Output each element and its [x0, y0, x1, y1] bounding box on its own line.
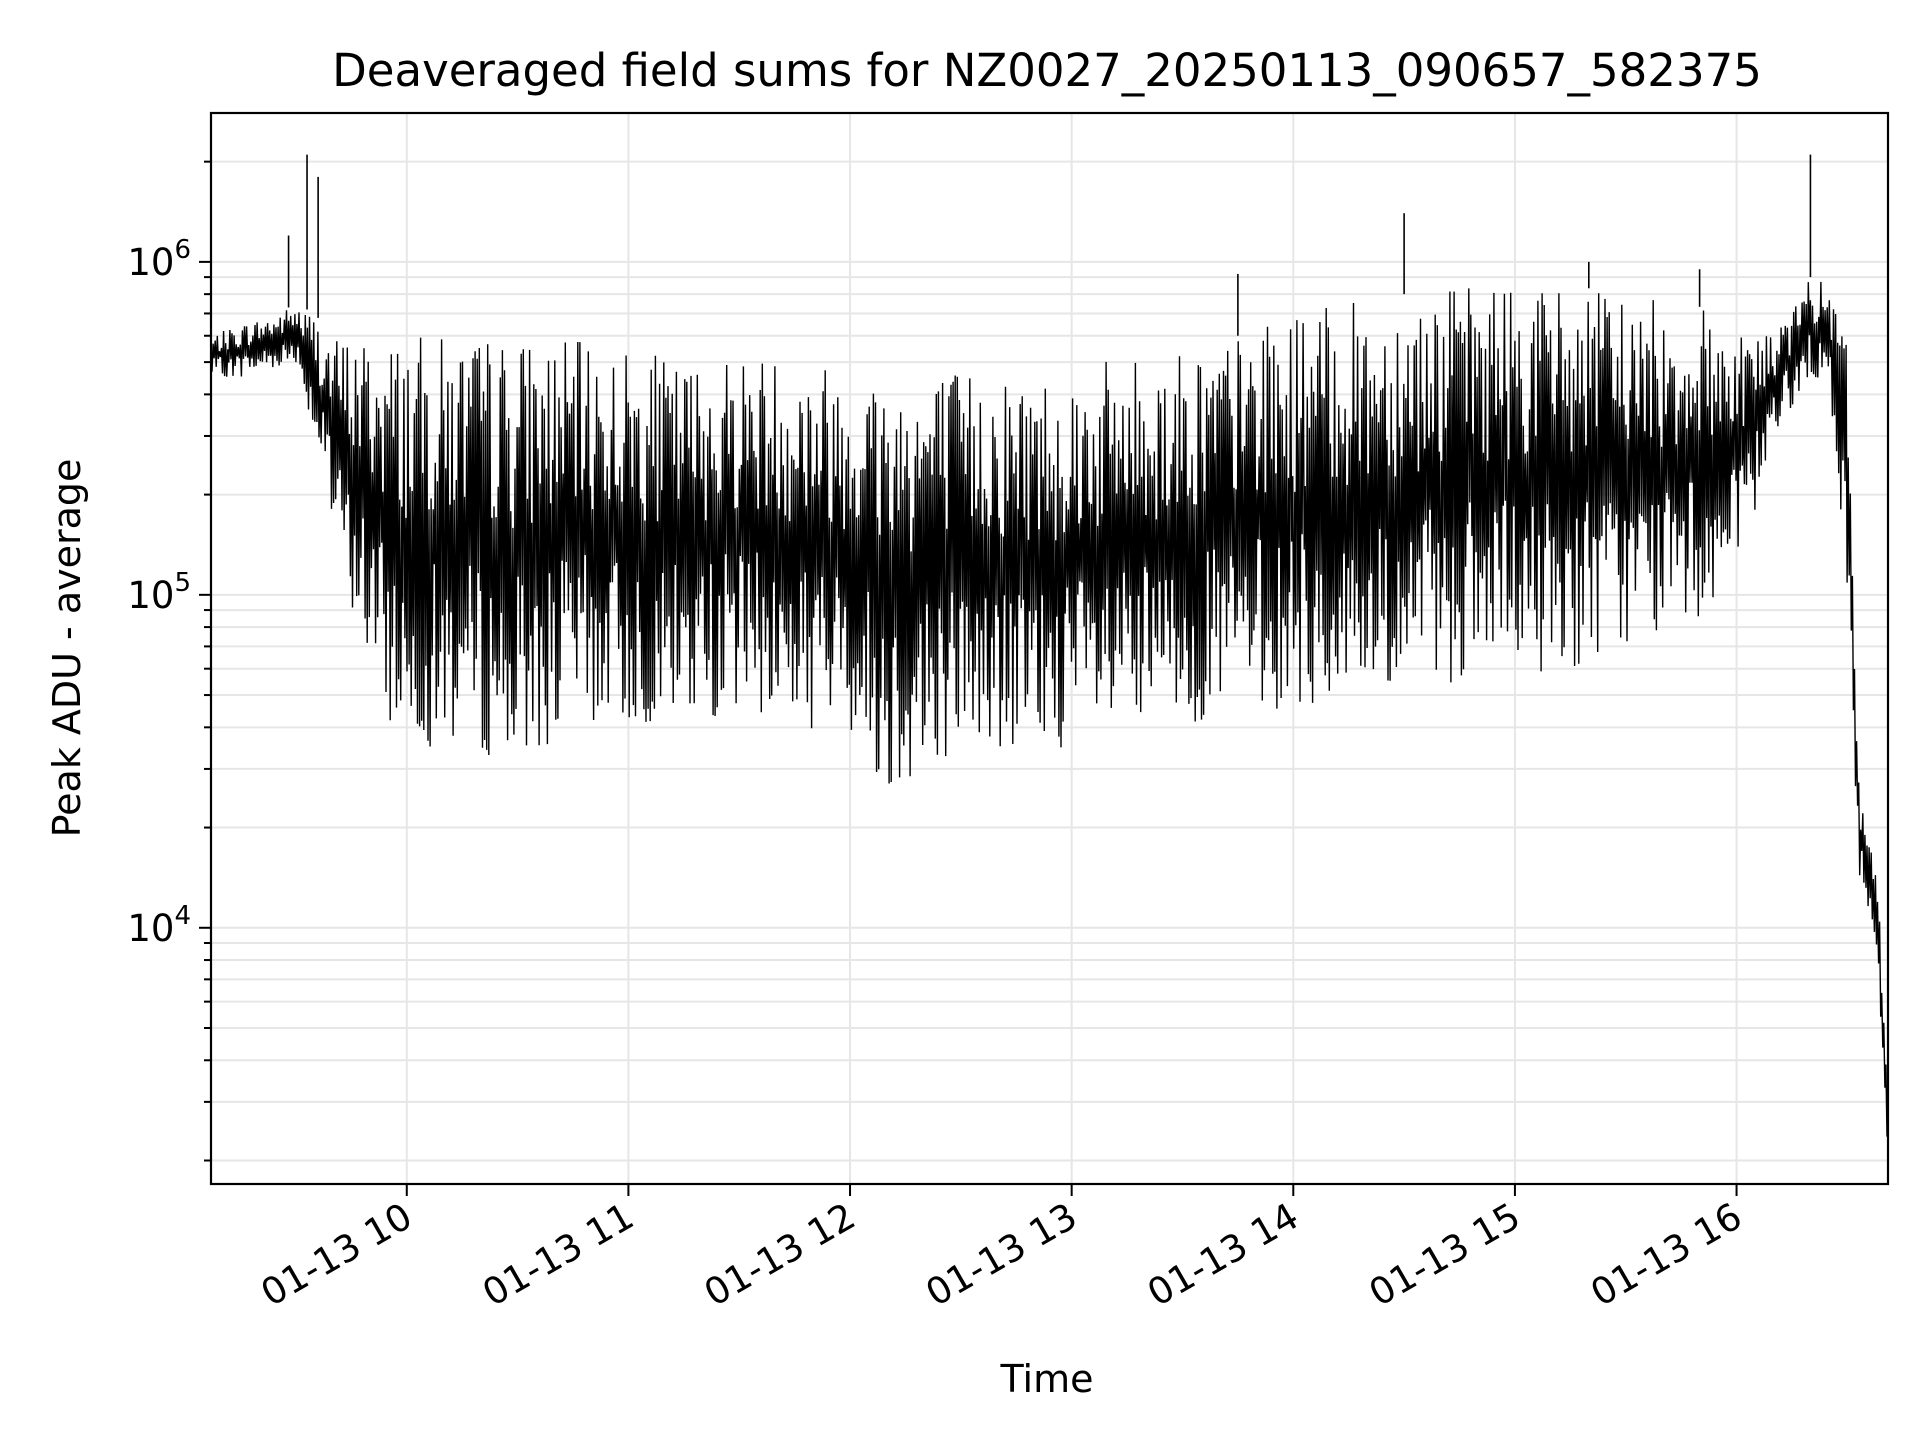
y-tick-label: 106	[127, 235, 191, 284]
series-trace	[210, 281, 1889, 1137]
y-axis-ticks: 104 105 106	[127, 160, 211, 1162]
plot-frame	[209, 111, 1890, 1186]
chart-title: Deaveraged field sums for NZ0027_2025011…	[332, 44, 1762, 97]
series-line	[210, 154, 1889, 1137]
x-axis-label: Time	[1000, 1357, 1094, 1401]
y-tick-label: 105	[127, 568, 191, 617]
y-tick-label: 104	[127, 901, 191, 950]
y-axis-label: Peak ADU - average	[45, 459, 89, 838]
